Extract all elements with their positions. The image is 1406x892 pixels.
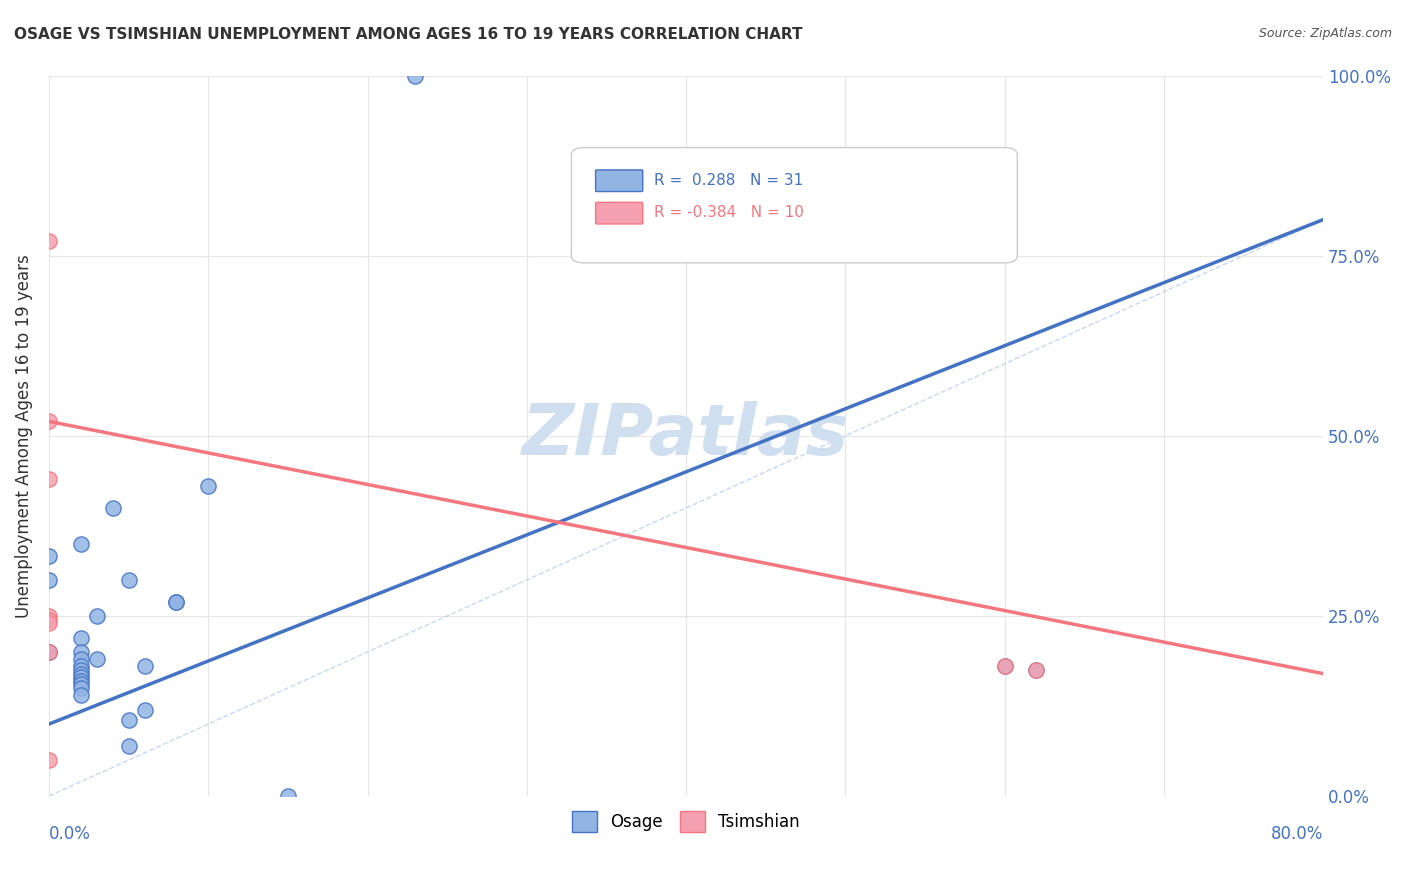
Text: OSAGE VS TSIMSHIAN UNEMPLOYMENT AMONG AGES 16 TO 19 YEARS CORRELATION CHART: OSAGE VS TSIMSHIAN UNEMPLOYMENT AMONG AG… [14,27,803,42]
Text: Source: ZipAtlas.com: Source: ZipAtlas.com [1258,27,1392,40]
Point [117,714,139,728]
Point [69,652,91,666]
Point [69,681,91,695]
Point [69,673,91,688]
FancyBboxPatch shape [596,169,643,192]
Point [1025,663,1047,677]
Text: 0.0%: 0.0% [49,825,91,843]
Point [69,688,91,702]
Text: R = -0.384   N = 10: R = -0.384 N = 10 [654,205,804,220]
Point [277,789,299,803]
Point [38,645,60,659]
FancyBboxPatch shape [596,202,643,224]
Legend: Osage, Tsimshian: Osage, Tsimshian [565,805,807,838]
Point [86,609,108,624]
Point [69,631,91,645]
Point [134,659,156,673]
Point [38,616,60,631]
Point [134,703,156,717]
Point [69,670,91,684]
Point [165,594,187,608]
Point [38,573,60,587]
Y-axis label: Unemployment Among Ages 16 to 19 years: Unemployment Among Ages 16 to 19 years [15,254,32,617]
Point [69,659,91,673]
Point [38,645,60,659]
Point [38,549,60,563]
Point [101,500,124,515]
Point [38,234,60,248]
Point [165,594,187,608]
Point [1025,663,1047,677]
Point [197,479,219,493]
Point [69,666,91,681]
Point [69,663,91,677]
Point [86,652,108,666]
Point [117,573,139,587]
Point [38,472,60,486]
Point [69,645,91,659]
Point [994,659,1017,673]
Point [404,69,426,83]
Point [69,677,91,691]
Point [38,613,60,627]
Point [117,739,139,753]
Point [38,753,60,767]
Text: 80.0%: 80.0% [1271,825,1323,843]
Text: R =  0.288   N = 31: R = 0.288 N = 31 [654,172,803,187]
Point [38,645,60,659]
Point [38,609,60,624]
Point [69,537,91,551]
Text: ZIPatlas: ZIPatlas [523,401,849,470]
FancyBboxPatch shape [571,147,1018,263]
Point [994,659,1017,673]
Point [38,414,60,428]
